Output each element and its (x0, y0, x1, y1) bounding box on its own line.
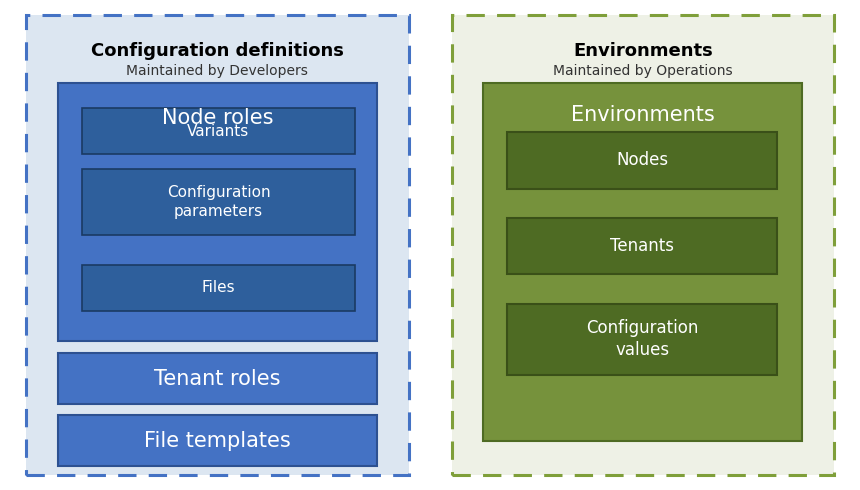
Text: Configuration
parameters: Configuration parameters (167, 185, 270, 219)
FancyBboxPatch shape (82, 108, 355, 154)
Text: Configuration
values: Configuration values (587, 319, 698, 360)
FancyBboxPatch shape (507, 132, 777, 189)
FancyBboxPatch shape (507, 218, 777, 274)
Text: File templates: File templates (144, 431, 291, 451)
Text: Tenant roles: Tenant roles (154, 368, 281, 389)
FancyBboxPatch shape (507, 304, 777, 375)
FancyBboxPatch shape (26, 15, 408, 475)
Text: Maintained by Developers: Maintained by Developers (126, 64, 308, 78)
Text: Configuration definitions: Configuration definitions (90, 43, 344, 60)
Text: Environments: Environments (570, 105, 715, 125)
FancyBboxPatch shape (452, 15, 834, 475)
Text: Tenants: Tenants (611, 237, 674, 255)
Text: Maintained by Operations: Maintained by Operations (553, 64, 733, 78)
Text: Variants: Variants (187, 123, 249, 139)
FancyBboxPatch shape (58, 83, 377, 341)
Text: Environments: Environments (573, 43, 713, 60)
Text: Node roles: Node roles (162, 108, 273, 127)
FancyBboxPatch shape (82, 169, 355, 235)
FancyBboxPatch shape (483, 83, 802, 441)
Text: Nodes: Nodes (617, 151, 668, 170)
Text: Files: Files (201, 280, 236, 295)
FancyBboxPatch shape (82, 265, 355, 311)
FancyBboxPatch shape (58, 353, 377, 404)
FancyBboxPatch shape (58, 415, 377, 466)
